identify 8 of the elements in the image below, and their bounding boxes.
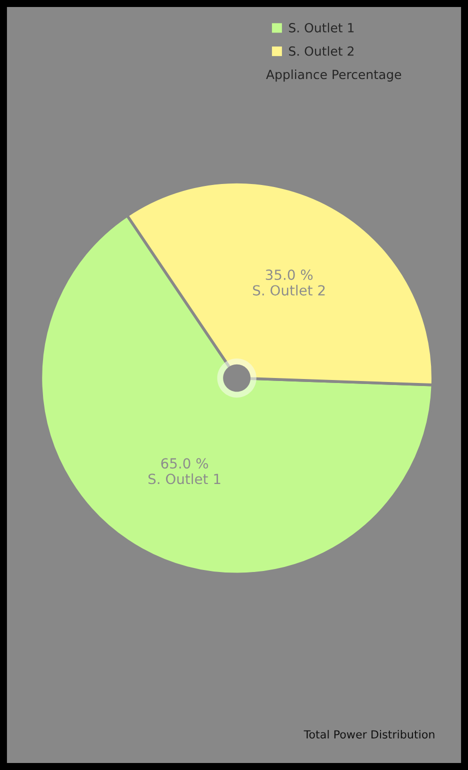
legend-label: S. Outlet 1 — [289, 22, 354, 32]
slice-label: S. Outlet 2 — [253, 284, 325, 296]
legend-label: S. Outlet 2 — [289, 46, 354, 56]
slice-label: S. Outlet 1 — [148, 473, 220, 484]
data-label: 65.0 % — [161, 458, 208, 469]
text: Total Power Distribution — [304, 730, 434, 739]
data-label: 35.0 % — [266, 270, 313, 280]
legend-title: Appliance Percentage — [266, 69, 402, 82]
